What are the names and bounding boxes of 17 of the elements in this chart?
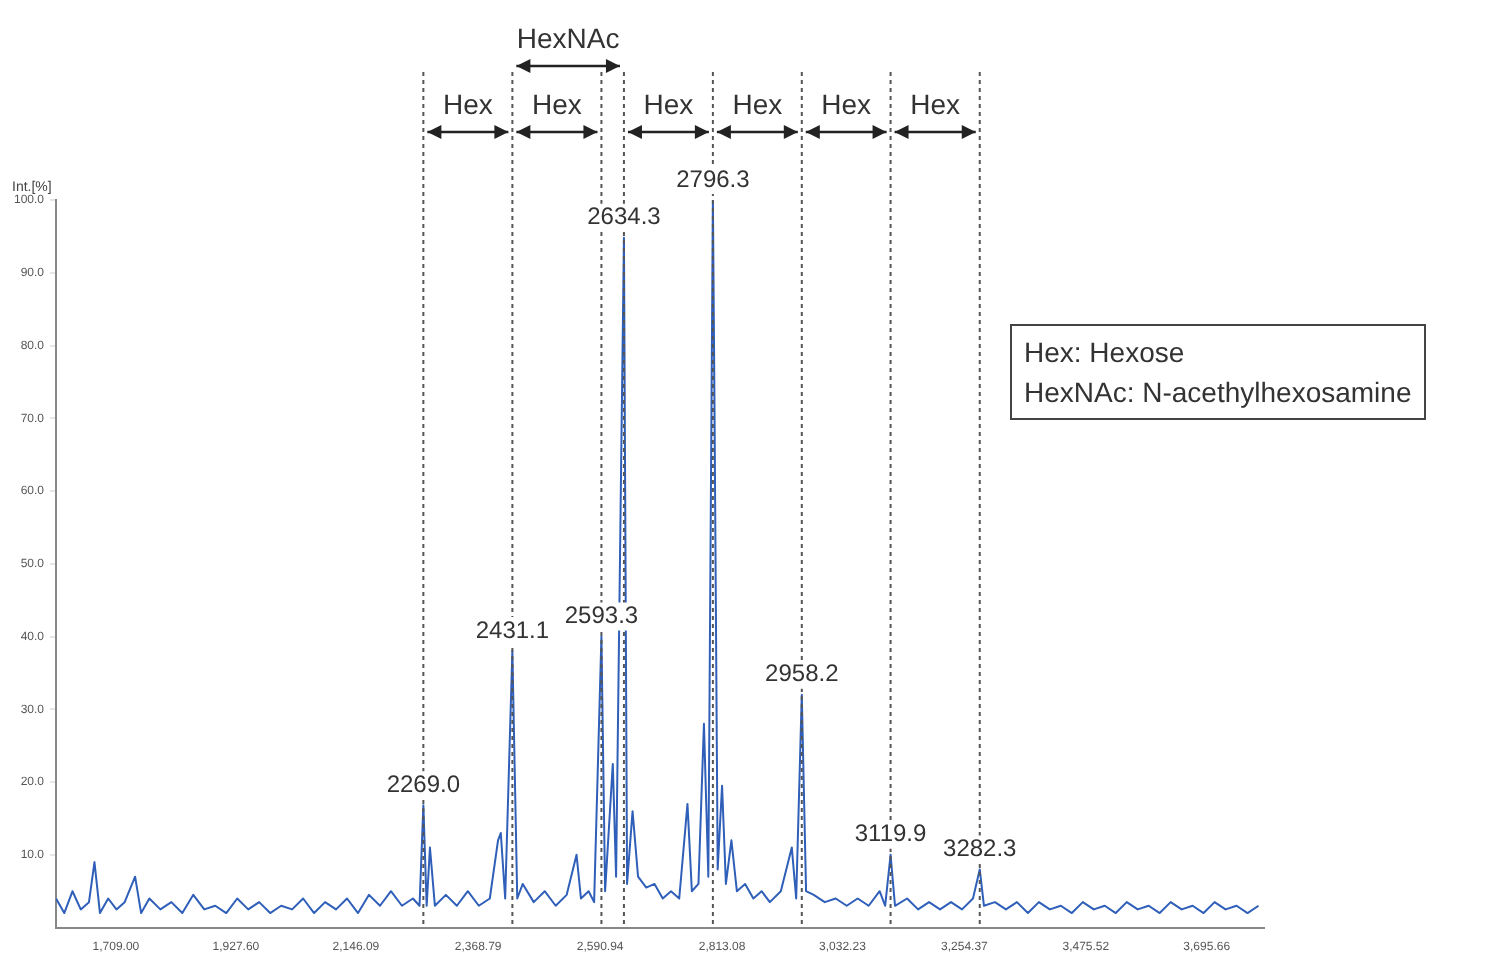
annotation: 2634.3 bbox=[587, 202, 662, 231]
annotation: 3282.3 bbox=[943, 834, 1018, 863]
text: HexNAc bbox=[516, 21, 620, 54]
annotation: 2958.2 bbox=[765, 659, 840, 688]
annotation: 3119.9 bbox=[854, 819, 928, 848]
annotation: Hex: Hexose bbox=[1024, 334, 1187, 372]
text: Hex bbox=[531, 87, 582, 120]
text: Hex bbox=[732, 87, 783, 120]
annotation: 2269.0 bbox=[386, 769, 461, 798]
annotation: 2796.3 bbox=[676, 164, 751, 193]
text: Hex bbox=[910, 87, 961, 120]
annotation: 2593.3 bbox=[564, 601, 639, 630]
annotation: 2431.1 bbox=[475, 615, 550, 644]
text: Hex bbox=[821, 87, 872, 120]
text: Hex bbox=[442, 87, 493, 120]
annotation: HexNAc: N-acethylhexosamine bbox=[1024, 374, 1412, 412]
text: Hex bbox=[643, 87, 694, 120]
